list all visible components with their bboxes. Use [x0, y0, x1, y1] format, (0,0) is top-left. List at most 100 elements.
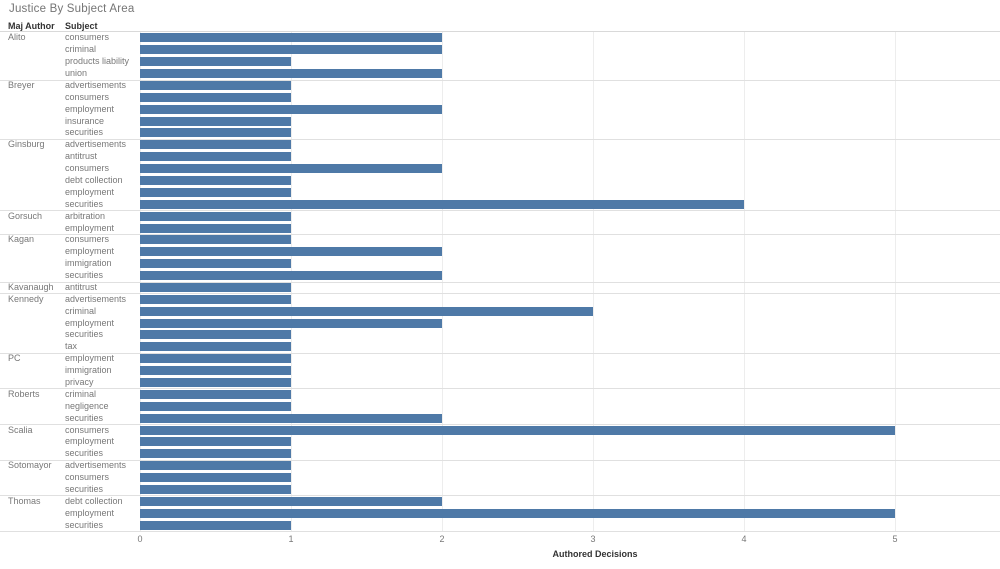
- bar[interactable]: [140, 484, 291, 494]
- bar[interactable]: [140, 69, 442, 79]
- subject-label: securities: [65, 519, 104, 530]
- subject-label: advertisements: [65, 460, 127, 471]
- group-separator: [0, 495, 1000, 497]
- x-tick-label: 3: [590, 534, 596, 544]
- subject-label: debt collection: [65, 495, 123, 506]
- subject-label: advertisements: [65, 293, 127, 304]
- bar[interactable]: [140, 330, 291, 340]
- subject-label: criminal: [65, 388, 97, 399]
- subject-label: antitrust: [65, 281, 98, 292]
- bar[interactable]: [140, 104, 442, 114]
- bar[interactable]: [140, 366, 291, 376]
- bar[interactable]: [140, 437, 291, 447]
- bar[interactable]: [140, 401, 291, 411]
- bar[interactable]: [140, 389, 291, 399]
- group-separator: [0, 138, 1000, 140]
- subject-label: securities: [65, 198, 104, 209]
- chart-title: Justice By Subject Area: [9, 3, 135, 15]
- bar[interactable]: [140, 271, 442, 281]
- bar[interactable]: [140, 377, 291, 387]
- bar[interactable]: [140, 199, 744, 209]
- subject-label: advertisements: [65, 79, 127, 90]
- author-label: PC: [8, 353, 21, 364]
- group-separator: [0, 281, 1000, 283]
- bar[interactable]: [140, 140, 291, 150]
- x-axis-label: Authored Decisions: [552, 549, 638, 559]
- bar[interactable]: [140, 520, 291, 530]
- subject-label: securities: [65, 412, 104, 423]
- subject-label: debt collection: [65, 175, 123, 185]
- author-label: Breyer: [8, 79, 35, 90]
- author-label: Sotomayor: [8, 460, 52, 471]
- author-label: Kagan: [8, 234, 35, 245]
- bar[interactable]: [140, 413, 442, 423]
- group-separator: [0, 424, 1000, 426]
- bar[interactable]: [140, 282, 291, 292]
- column-header-subject: Subject: [65, 21, 98, 31]
- x-tick-label: 1: [288, 534, 294, 544]
- bar[interactable]: [140, 57, 291, 67]
- bar[interactable]: [140, 235, 291, 245]
- bar[interactable]: [140, 425, 895, 435]
- bar[interactable]: [140, 223, 291, 233]
- subject-label: securities: [65, 127, 104, 138]
- x-tick-label: 0: [137, 534, 143, 544]
- bar[interactable]: [140, 496, 442, 506]
- bar[interactable]: [140, 211, 291, 221]
- x-tick-label: 4: [741, 534, 747, 544]
- subject-label: employment: [65, 353, 115, 364]
- bar[interactable]: [140, 92, 291, 102]
- subject-label: antitrust: [65, 151, 98, 162]
- group-separator: [0, 233, 1000, 235]
- subject-label: insurance: [65, 115, 105, 126]
- subject-label: union: [65, 68, 88, 79]
- author-label: Roberts: [8, 388, 40, 399]
- subject-label: immigration: [65, 365, 112, 376]
- bar[interactable]: [140, 508, 895, 518]
- bar[interactable]: [140, 318, 442, 328]
- subject-label: consumers: [65, 32, 110, 43]
- subject-label: negligence: [65, 400, 109, 411]
- bar[interactable]: [140, 116, 291, 126]
- column-header-maj-author: Maj Author: [8, 21, 55, 31]
- subject-label: employment: [65, 436, 115, 447]
- subject-label: consumers: [65, 424, 110, 435]
- bar[interactable]: [140, 354, 291, 364]
- author-label: Kavanaugh: [8, 281, 54, 292]
- subject-label: employment: [65, 103, 115, 114]
- bar[interactable]: [140, 449, 291, 459]
- subject-label: criminal: [65, 305, 97, 316]
- bar[interactable]: [140, 247, 442, 257]
- bar[interactable]: [140, 164, 442, 174]
- bar[interactable]: [140, 294, 291, 304]
- header-underline: [0, 31, 1000, 32]
- bar[interactable]: [140, 342, 291, 352]
- bar[interactable]: [140, 461, 291, 471]
- author-label: Scalia: [8, 424, 33, 435]
- subject-label: consumers: [65, 472, 110, 483]
- subject-label: consumers: [65, 234, 110, 245]
- subject-label: employment: [65, 186, 115, 197]
- subject-label: privacy: [65, 376, 94, 387]
- bar[interactable]: [140, 187, 291, 197]
- bar[interactable]: [140, 473, 291, 483]
- bar[interactable]: [140, 45, 442, 55]
- bar[interactable]: [140, 128, 291, 138]
- subject-label: tax: [65, 341, 78, 352]
- subject-label: advertisements: [65, 139, 127, 150]
- subject-label: criminal: [65, 44, 97, 55]
- bar[interactable]: [140, 306, 593, 316]
- group-separator: [0, 388, 1000, 390]
- subject-label: arbitration: [65, 210, 106, 221]
- subject-label: securities: [65, 483, 104, 494]
- author-label: Alito: [8, 32, 26, 43]
- bar[interactable]: [140, 33, 442, 43]
- group-separator: [0, 293, 1000, 295]
- group-separator: [0, 459, 1000, 461]
- bar[interactable]: [140, 176, 291, 185]
- bar[interactable]: [140, 80, 291, 90]
- bar[interactable]: [140, 259, 291, 269]
- bar[interactable]: [140, 152, 291, 162]
- subject-label: securities: [65, 270, 104, 281]
